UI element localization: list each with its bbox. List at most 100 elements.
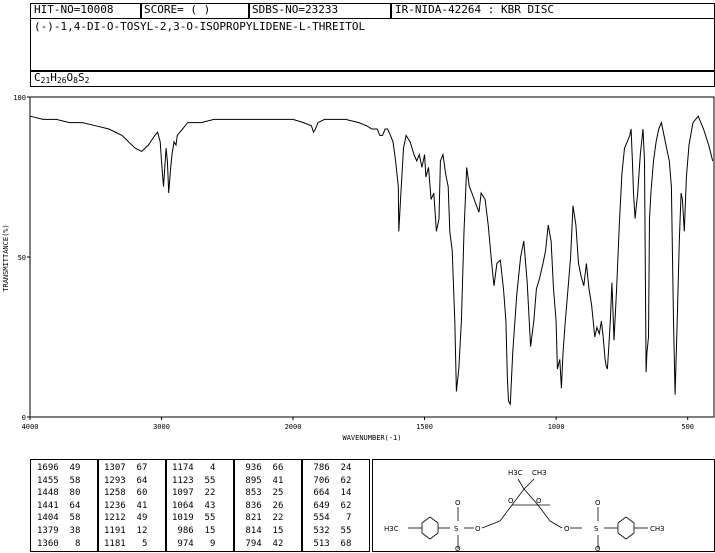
peak-entry: 1307 67 [104,462,147,475]
peak-entry: 794 42 [240,538,283,551]
peak-entry: 1064 43 [172,500,215,513]
peak-entry: 649 62 [308,500,351,513]
peak-transmittance: 80 [69,488,81,499]
peak-wavenumber: 1293 [104,475,126,486]
y-tick-label: 50 [18,254,26,262]
oxygen-right-bottom-label: O [595,545,601,552]
oxygen-left-top-label: O [455,499,461,507]
peak-entry: 1191 12 [104,525,147,538]
formula-subscript: 26 [56,76,67,85]
sdbs-number: SDBS-NO=23233 [252,3,339,16]
score: SCORE= ( ) [144,3,211,16]
peak-entry: 974 9 [172,538,215,551]
peak-transmittance: 64 [136,475,148,486]
hit-number: HIT-NO=10008 [34,3,114,16]
peak-transmittance: 12 [136,525,148,536]
x-tick-label: 1000 [548,423,565,431]
peak-transmittance: 55 [340,525,352,536]
peak-wavenumber: 1019 [172,513,194,524]
spectrum-line [29,115,714,406]
peak-entry: 821 22 [240,512,283,525]
peak-transmittance: 22 [204,488,216,499]
h3c-left-label: H3C [384,525,399,533]
oxygen-ester-left-label: O [475,525,481,533]
peak-entry: 1379 38 [37,525,80,538]
peak-entry: 1174 4 [172,462,215,475]
peak-wavenumber: 936 [240,463,262,473]
peak-transmittance: 62 [340,500,352,511]
peak-transmittance: 55 [204,513,216,524]
peak-wavenumber: 1379 [37,525,59,536]
peak-wavenumber: 1212 [104,513,126,524]
y-tick-label: 100 [13,94,26,102]
peak-transmittance: 42 [272,538,284,549]
sulfur-left-label: S [454,525,459,533]
peak-transmittance: 7 [340,513,352,524]
peak-transmittance: 24 [340,463,352,473]
peak-transmittance: 9 [204,538,216,549]
sulfur-right-label: S [594,525,599,533]
peak-table-divider-1 [97,459,99,552]
peak-wavenumber: 1064 [172,500,194,511]
peak-entry: 1123 55 [172,475,215,488]
peak-entry: 1696 49 [37,462,80,475]
peak-wavenumber: 1174 [172,463,194,473]
x-tick-label: 4000 [22,423,39,431]
peak-wavenumber: 1307 [104,463,126,473]
peak-wavenumber: 554 [308,513,330,524]
peak-transmittance: 22 [272,513,284,524]
peak-entry: 1441 64 [37,500,80,513]
peak-wavenumber: 794 [240,538,262,549]
peak-entry: 836 26 [240,500,283,513]
x-tick-label: 500 [681,423,694,431]
x-tick-label: 2000 [285,423,302,431]
peak-column: 786 24 706 62 664 14 649 62 554 7 532 55… [308,462,351,550]
chemical-structure: H3C CH3 H3C CH3 S S O O O O O O O O [384,469,665,552]
peak-entry: 1019 55 [172,512,215,525]
peak-wavenumber: 1360 [37,538,59,549]
peak-transmittance: 14 [340,488,352,499]
compound-name: (-)-1,4-DI-O-TOSYL-2,3-O-ISOPROPYLIDENE-… [34,20,366,33]
peak-wavenumber: 706 [308,475,330,486]
peak-table-divider-3 [233,459,235,552]
peak-entry: 936 66 [240,462,283,475]
peak-transmittance: 55 [204,475,216,486]
peak-transmittance: 58 [69,475,81,486]
peak-entry: 1097 22 [172,487,215,500]
formula-element: O [66,71,74,84]
oxygen-left-bottom-label: O [455,545,461,552]
peak-entry: 1258 60 [104,487,147,500]
formula-subscript: 2 [84,76,90,85]
peak-entry: 1236 41 [104,500,147,513]
peak-entry: 664 14 [308,487,351,500]
peak-wavenumber: 814 [240,525,262,536]
peak-transmittance: 68 [340,538,352,549]
peak-column: 1174 4 1123 55 1097 22 1064 43 1019 55 986 1… [172,462,215,550]
x-axis-ticks: 4000 3000 2000 1500 1000 500 [22,417,694,431]
peak-entry: 1181 5 [104,538,147,551]
oxygen-ring-right-label: O [536,497,542,505]
x-tick-label: 3000 [153,423,170,431]
peak-wavenumber: 1404 [37,513,59,524]
peak-transmittance: 41 [272,475,284,486]
molecular-formula: C21H26O8S2 [34,71,89,88]
peak-entry: 1212 49 [104,512,147,525]
peak-column: 1307 67 1293 64 1258 60 1236 41 1212 49 1191 … [104,462,147,550]
peak-column: 936 66 895 41 853 25 836 26 821 22 814 1… [240,462,283,550]
peak-wavenumber: 1181 [104,538,126,549]
peak-entry: 1404 58 [37,512,80,525]
peak-entry: 532 55 [308,525,351,538]
oxygen-ring-left-label: O [508,497,514,505]
oxygen-right-top-label: O [595,499,601,507]
peak-entry: 786 24 [308,462,351,475]
peak-entry: 513 68 [308,538,351,551]
peak-wavenumber: 1448 [37,488,59,499]
ch3-right-label: CH3 [650,525,665,533]
peak-transmittance: 60 [136,488,148,499]
peak-transmittance: 25 [272,488,284,499]
peak-transmittance: 5 [136,538,148,549]
peak-column: 1696 49 1455 58 1448 80 1441 64 1404 58 1379 … [37,462,80,550]
peak-wavenumber: 895 [240,475,262,486]
y-tick-label: 0 [22,414,26,422]
peak-transmittance: 41 [136,500,148,511]
